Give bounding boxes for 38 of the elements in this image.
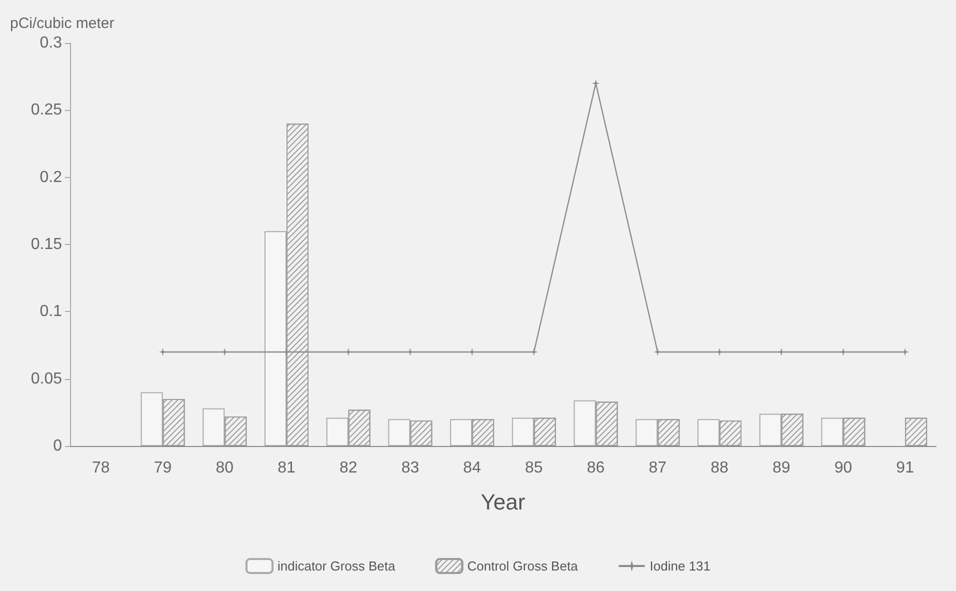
- x-tick-label: 89: [772, 460, 790, 476]
- bar: [202, 408, 225, 446]
- y-tick-label: 0.15: [30, 236, 62, 253]
- legend-label: Iodine 131: [650, 558, 711, 574]
- x-tick-label: 84: [463, 460, 482, 476]
- bar: [264, 231, 286, 446]
- bar: [698, 419, 720, 446]
- y-tick-label: 0.05: [30, 370, 62, 388]
- y-tick-label: 0.3: [40, 34, 62, 52]
- x-tick-label: 81: [278, 460, 296, 476]
- x-tick-label: 88: [710, 460, 728, 476]
- bar: [821, 418, 844, 446]
- y-axis-title: pCi/cubic meter: [10, 15, 114, 32]
- x-tick-label: 86: [586, 460, 605, 476]
- y-tick-label: 0.2: [40, 168, 62, 186]
- x-tick-label: 78: [92, 460, 110, 476]
- legend-label: Control Gross Beta: [467, 558, 579, 574]
- legend-label: indicator Gross Beta: [277, 558, 396, 574]
- bar: [388, 419, 410, 446]
- y-tick-label: 0: [53, 438, 62, 454]
- x-tick-label: 83: [401, 460, 420, 476]
- y-tick-label: 0.1: [40, 303, 62, 320]
- bar: [574, 400, 596, 446]
- x-tick-label: 82: [339, 460, 358, 476]
- bar: [450, 419, 472, 446]
- bar: [512, 418, 534, 446]
- x-tick-label: 91: [896, 460, 914, 476]
- x-tick-label: 87: [648, 460, 667, 476]
- bar: [759, 414, 782, 446]
- x-axis-title: Year: [480, 490, 526, 514]
- bar: [140, 392, 163, 446]
- y-tick-label: 0.25: [30, 102, 62, 119]
- bar: [326, 418, 348, 446]
- x-tick-label: 80: [216, 460, 234, 476]
- x-tick-label: 90: [834, 460, 852, 476]
- x-tick-label: 85: [525, 460, 543, 476]
- x-tick-label: 79: [154, 460, 172, 476]
- bar: [636, 419, 658, 446]
